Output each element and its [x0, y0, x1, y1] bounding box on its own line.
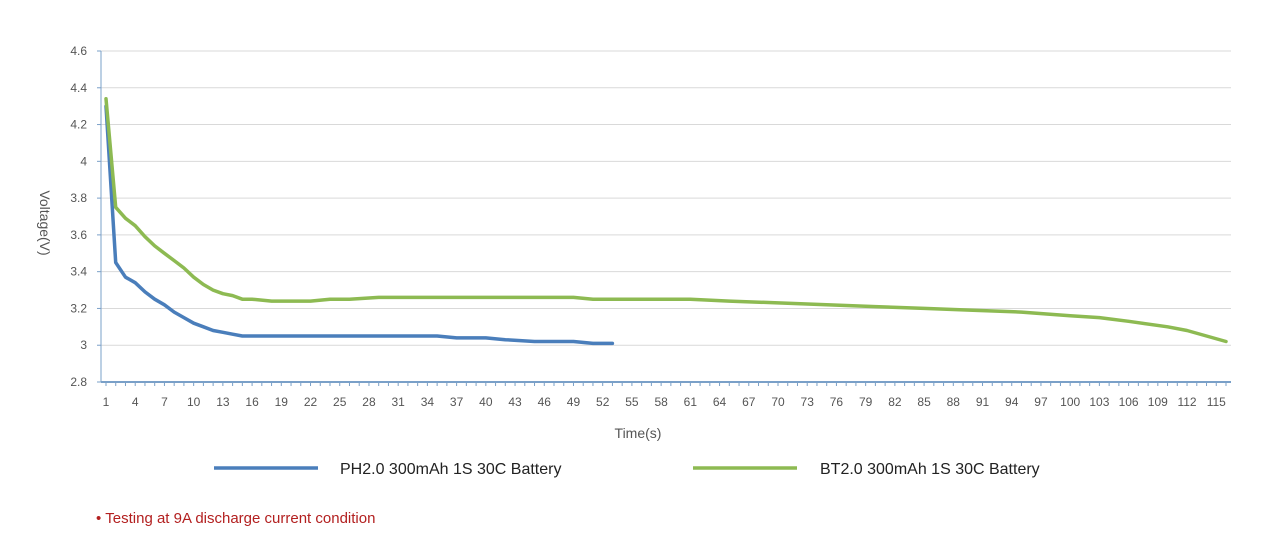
y-tick-label: 3: [80, 338, 87, 352]
series-line-bt2: [104, 97, 1228, 344]
x-tick-label: 106: [1119, 395, 1139, 409]
x-tick-label: 58: [654, 395, 668, 409]
legend-label: BT2.0 300mAh 1S 30C Battery: [820, 461, 1040, 478]
x-tick-label: 22: [304, 395, 318, 409]
x-tick-label: 61: [684, 395, 698, 409]
x-tick-label: 115: [1207, 395, 1226, 409]
axes: [97, 50, 1231, 386]
x-tick-label: 40: [479, 395, 493, 409]
x-tick-label: 85: [917, 395, 931, 409]
x-tick-label: 67: [742, 395, 756, 409]
x-tick-label: 76: [830, 395, 844, 409]
x-tick-label: 19: [275, 395, 289, 409]
y-tick-label: 2.8: [70, 375, 87, 389]
x-tick-label: 25: [333, 395, 347, 409]
legend: PH2.0 300mAh 1S 30C Battery BT2.0 300mAh …: [214, 461, 1040, 478]
x-tick-label: 55: [625, 395, 639, 409]
x-tick-label: 88: [947, 395, 961, 409]
test-condition-note: • Testing at 9A discharge current conditi…: [96, 510, 375, 527]
x-tick-label: 97: [1034, 395, 1048, 409]
x-axis-title: Time(s): [615, 425, 662, 441]
x-tick-label: 112: [1177, 395, 1196, 409]
y-tick-label: 4.2: [70, 118, 87, 132]
x-tick-label: 49: [567, 395, 581, 409]
test-condition-text: Testing at 9A discharge current conditio…: [105, 510, 376, 527]
grid-lines: [101, 50, 1231, 346]
x-tick-label: 34: [421, 395, 435, 409]
x-tick-label: 43: [508, 395, 522, 409]
x-tick-label: 70: [771, 395, 785, 409]
x-tick-label: 37: [450, 395, 464, 409]
x-tick-label: 13: [216, 395, 230, 409]
x-tick-label: 73: [801, 395, 815, 409]
x-tick-label: 64: [713, 395, 727, 409]
y-tick-label: 3.2: [70, 301, 87, 315]
series-lines: [104, 97, 1228, 346]
y-tick-labels: 2.8 3 3.2 3.4 3.6 3.8 4 4.2 4.4 4.6: [70, 44, 87, 389]
x-tick-label: 100: [1060, 395, 1080, 409]
x-tick-label: 94: [1005, 395, 1019, 409]
x-tick-label: 16: [245, 395, 259, 409]
x-tick-labels: 1 4 7 10 13 16 19 22 25 28 31 34 37 40 43 46 49 52 55 58 61 6…: [103, 395, 1226, 409]
y-tick-label: 4.4: [70, 81, 87, 95]
x-tick-label: 1: [103, 395, 110, 409]
x-tick-label: 103: [1089, 395, 1109, 409]
x-tick-label: 79: [859, 395, 873, 409]
y-tick-label: 4.6: [70, 44, 87, 58]
legend-label: PH2.0 300mAh 1S 30C Battery: [340, 461, 561, 478]
x-tick-label: 7: [161, 395, 168, 409]
x-tick-label: 4: [132, 395, 139, 409]
y-axis-title: Voltage(V): [37, 190, 53, 255]
y-tick-label: 3.8: [70, 191, 87, 205]
bullet-icon: •: [96, 510, 102, 527]
y-tick-label: 3.4: [70, 265, 87, 279]
x-tick-label: 10: [187, 395, 201, 409]
series-line-ph2: [104, 104, 615, 346]
y-tick-label: 4: [80, 154, 87, 168]
x-tick-label: 109: [1148, 395, 1168, 409]
x-tick-label: 28: [362, 395, 376, 409]
x-tick-label: 46: [538, 395, 552, 409]
y-tick-label: 3.6: [70, 228, 87, 242]
x-tick-label: 82: [888, 395, 902, 409]
x-tick-label: 91: [976, 395, 990, 409]
x-tick-label: 31: [391, 395, 405, 409]
x-tick-label: 52: [596, 395, 610, 409]
